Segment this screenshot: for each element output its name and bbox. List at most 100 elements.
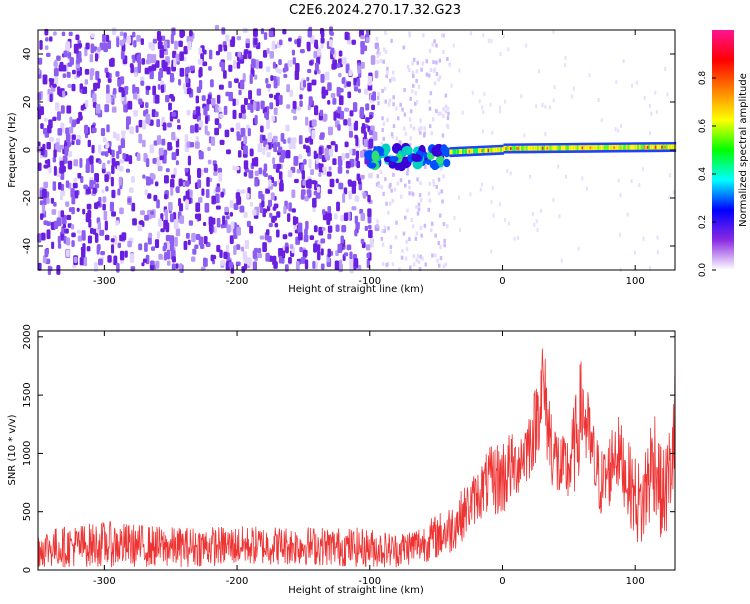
heatmap-cell xyxy=(151,109,156,118)
heatmap-cell xyxy=(481,182,484,187)
heatmap-cell xyxy=(299,94,303,100)
heatmap-cell xyxy=(317,250,321,261)
heatmap-cell xyxy=(232,98,236,107)
heatmap-cell xyxy=(245,38,250,44)
heatmap-cell xyxy=(377,47,380,52)
heatmap-cell xyxy=(152,38,158,44)
heatmap-cell xyxy=(107,160,111,165)
heatmap-cell xyxy=(173,219,179,230)
heatmap-cell xyxy=(439,111,442,116)
heatmap-cell xyxy=(406,171,409,176)
heatmap-cell xyxy=(71,240,75,247)
heatmap-cell xyxy=(428,106,432,111)
heatmap-cell xyxy=(107,78,112,83)
heatmap-cell xyxy=(584,145,587,151)
heatmap-cell xyxy=(168,201,173,211)
heatmap-cell xyxy=(68,31,73,37)
heatmap-cell xyxy=(298,154,303,160)
heatmap-cell xyxy=(299,246,303,253)
heatmap-cell xyxy=(194,244,199,250)
heatmap-cell xyxy=(463,148,466,154)
heatmap-cell xyxy=(171,27,176,36)
heatmap-cell xyxy=(398,267,401,272)
heatmap-cell xyxy=(269,93,274,98)
heatmap-cell xyxy=(271,216,276,223)
heatmap-cell xyxy=(605,144,608,150)
heatmap-cell xyxy=(87,210,92,219)
heatmap-cell xyxy=(316,56,321,65)
heatmap-cell xyxy=(218,172,223,182)
heatmap-cell xyxy=(42,74,48,85)
heatmap-cell xyxy=(556,145,559,151)
heatmap-cell xyxy=(635,80,638,85)
heatmap-cell xyxy=(236,226,241,236)
heatmap-cell xyxy=(656,144,659,150)
heatmap-cell xyxy=(318,146,323,155)
heatmap-cell xyxy=(327,99,331,105)
heatmap-cell xyxy=(127,100,133,110)
heatmap-cell xyxy=(423,126,426,131)
heatmap-cell xyxy=(614,127,617,132)
heatmap-cell xyxy=(82,208,86,215)
heatmap-cell xyxy=(130,64,134,74)
heatmap-cell xyxy=(126,36,132,44)
heatmap-cell xyxy=(381,242,385,247)
x-tick-label: 0 xyxy=(499,276,505,287)
heatmap-cell xyxy=(100,128,106,137)
heatmap-cell xyxy=(482,148,486,154)
heatmap-cell xyxy=(198,151,204,160)
heatmap-cell xyxy=(386,262,390,267)
heatmap-cell xyxy=(92,187,97,194)
heatmap-cell xyxy=(503,145,506,151)
heatmap-cell xyxy=(286,104,291,109)
heatmap-cell xyxy=(178,178,183,187)
heatmap-cell xyxy=(259,235,265,240)
heatmap-cell xyxy=(189,65,195,71)
heatmap-cell xyxy=(417,260,421,265)
heatmap-cell xyxy=(300,189,306,196)
heatmap-cell xyxy=(252,261,257,271)
heatmap-cell xyxy=(170,174,176,179)
heatmap-cell xyxy=(608,144,611,150)
heatmap-cell xyxy=(230,221,235,229)
heatmap-cell xyxy=(263,32,268,40)
heatmap-cell xyxy=(332,97,337,105)
snr-plot-area xyxy=(38,331,675,570)
heatmap-cell xyxy=(220,260,225,266)
spectrogram-x-ticks: -300 -200 -100 0 100 xyxy=(93,30,645,287)
heatmap-cell xyxy=(46,142,51,150)
heatmap-cell xyxy=(82,256,88,267)
heatmap-cell xyxy=(131,176,135,183)
heatmap-cell xyxy=(39,200,44,206)
heatmap-cell xyxy=(321,86,326,92)
heatmap-cell xyxy=(619,144,622,150)
heatmap-cell xyxy=(632,144,635,150)
heatmap-cell xyxy=(507,47,510,52)
heatmap-cell xyxy=(174,236,178,247)
heatmap-cell xyxy=(389,155,399,163)
heatmap-cell xyxy=(579,145,583,151)
heatmap-cell xyxy=(292,100,297,110)
heatmap-cell xyxy=(516,146,520,150)
heatmap-cell xyxy=(77,235,83,242)
heatmap-cell xyxy=(391,198,395,203)
heatmap-cell xyxy=(254,170,259,177)
heatmap-cell xyxy=(387,226,390,231)
heatmap-cell xyxy=(365,37,370,42)
heatmap-cell xyxy=(398,140,402,145)
snr-series-line xyxy=(37,348,676,568)
heatmap-cell xyxy=(219,139,225,146)
heatmap-cell xyxy=(615,80,618,85)
heatmap-cell xyxy=(332,59,337,70)
heatmap-cell xyxy=(91,33,95,39)
heatmap-cell xyxy=(307,104,311,111)
heatmap-cell xyxy=(209,224,213,235)
heatmap-cell xyxy=(411,192,415,197)
heatmap-cell xyxy=(376,51,379,56)
heatmap-cell xyxy=(360,212,366,222)
heatmap-cell xyxy=(470,148,473,154)
heatmap-cell xyxy=(667,144,670,150)
heatmap-cell xyxy=(50,78,56,83)
heatmap-cell xyxy=(59,160,65,167)
heatmap-cell xyxy=(458,149,462,155)
